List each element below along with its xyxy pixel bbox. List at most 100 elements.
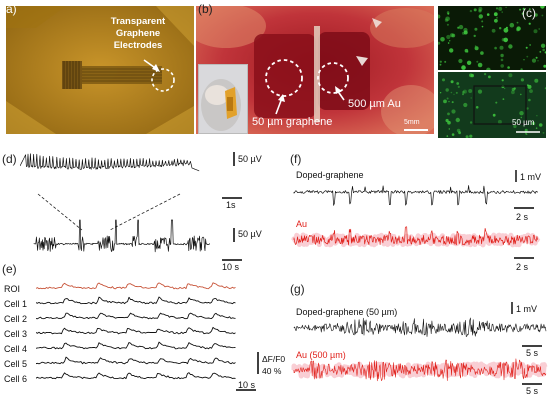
panel-c-bottom-cell [520, 93, 522, 96]
panel-b-inset-photo [198, 64, 248, 134]
panel-c-top-cell [469, 9, 473, 13]
panel-c-bottom-cell [497, 119, 502, 124]
panel-c-top-cell [523, 59, 525, 61]
panel-c-bottom-cell [542, 132, 545, 134]
panel-b-au-circle [317, 62, 349, 94]
panel-c-top-cell [503, 37, 508, 43]
panel-c-top-cell [481, 25, 484, 28]
panel-e-trace-3 [36, 326, 236, 335]
panel-c-top-cell [473, 8, 477, 12]
panel-c-bottom-cell [526, 133, 528, 136]
panel-c-top-cell [508, 44, 513, 49]
panel-c-bottom-cell [446, 97, 449, 100]
panel-c-top-cell [481, 20, 484, 23]
panel-c-top-cell [446, 23, 449, 26]
panel-c-top-cell [494, 18, 498, 23]
panel-f-scale-t-top: 2 s [516, 212, 529, 222]
panel-c-top-cell [505, 26, 508, 29]
panel-c-bottom-cell [508, 73, 513, 78]
panel-e-trace-5 [36, 356, 236, 365]
panel-g-bottom-label: Au (500 µm) [296, 350, 346, 360]
panel-c-top-cell [473, 34, 476, 38]
panel-c-bottom-cell [538, 123, 543, 127]
panel-c-top-cell [486, 13, 490, 16]
panel-e-row-cell4: Cell 4 [4, 344, 28, 354]
panel-c-top-cell [480, 51, 484, 55]
panel-c-top-cell [501, 11, 503, 13]
panel-e-trace-1 [36, 296, 236, 305]
panel-c-bottom-cell [462, 93, 464, 96]
panel-c-top-cell [535, 56, 538, 59]
panel-c-bottom-cell [470, 73, 474, 78]
panel-c-top-cell [446, 34, 451, 40]
panel-c-top-cell [439, 60, 442, 63]
panel-c-bottom-cell [534, 78, 539, 83]
panel-c-bottom-cell [445, 118, 449, 123]
panel-c-bottom-cell [468, 89, 473, 93]
panel-c-bottom-cell [536, 115, 538, 117]
panel-c-top-cell [495, 7, 499, 10]
panel-c-bottom-cell [484, 73, 487, 76]
panel-c-top-cell [528, 22, 531, 25]
panel-e-row-cell3: Cell 3 [4, 329, 28, 339]
panel-e-trace-0 [36, 282, 236, 290]
panel-c-bottom-cell [458, 131, 461, 135]
panel-f-traces [291, 170, 541, 259]
panel-e-scale-t-label: 10 s [238, 380, 256, 390]
panel-c-bottom-cell [453, 93, 455, 95]
panel-g-label: (g) [290, 282, 305, 296]
panel-g-top-trace [293, 317, 547, 337]
panel-c-top-cell [496, 16, 498, 19]
panel-c-top-cell [516, 21, 519, 24]
panel-e-trace-6 [36, 372, 236, 380]
panel-e-label: (e) [2, 262, 17, 276]
panel-c-top-cell [451, 33, 456, 38]
panel-a-label: (a) [2, 2, 17, 16]
panel-b-label-left: 50 µm graphene [252, 116, 333, 128]
panel-c-top-cell [533, 29, 538, 34]
panel-f-top-label: Doped-graphene [296, 170, 364, 180]
panel-c-top-cell [447, 12, 450, 15]
panel-c-top-cell [458, 58, 463, 64]
panel-c-bottom-cell [513, 124, 517, 129]
panel-b-photo: 50 µm graphene 500 µm Au 5mm [196, 6, 434, 134]
panel-c-bottom-cell [451, 109, 456, 114]
panel-c-top-cell [540, 6, 545, 9]
panel-b-scalebar-text: 5mm [404, 119, 420, 126]
panel-c-top-cell [478, 9, 482, 13]
panel-c-bottom-cell [457, 85, 460, 88]
panel-c-top-cell [476, 60, 479, 63]
panel-c-bottom-cell [439, 92, 442, 94]
panel-c-bottom-cell [469, 134, 473, 138]
panel-c-bottom-cell [527, 84, 532, 89]
panel-c-bottom-cell [520, 116, 522, 119]
panel-c-top-cell [509, 22, 515, 28]
panel-c-top-cell [520, 68, 523, 70]
panel-c-roi-box [473, 85, 527, 125]
panel-a-photo: Transparent Graphene Electrodes [6, 6, 194, 134]
panel-e-row-cell1: Cell 1 [4, 299, 28, 309]
panel-e-row-cell5: Cell 5 [4, 359, 28, 369]
panel-d-scale-top-v: 50 µV [238, 154, 262, 164]
panel-a-device-drawing [6, 6, 194, 134]
panel-c-bottom-cell [448, 100, 450, 103]
panel-c-top-cell [449, 48, 454, 53]
panel-c-bottom-fluorescence [439, 73, 546, 138]
panel-c-bottom-cell [447, 120, 451, 125]
panel-c-top-cell [544, 51, 546, 54]
panel-c-top-cell [543, 64, 546, 68]
panel-c-top-cell [499, 45, 504, 50]
panel-c-bottom-cell [450, 80, 454, 84]
panel-c-top-cell [522, 7, 525, 10]
panel-c-bottom-cell [519, 111, 524, 116]
panel-g-scale-t-bottom: 5 s [526, 386, 539, 396]
panel-d-top-trace [20, 153, 200, 172]
panel-c-bottom-cell [456, 82, 460, 85]
panel-e-row-cell6: Cell 6 [4, 374, 28, 384]
panel-g-scale-v: 1 mV [516, 304, 538, 314]
panel-c-top-cell [438, 14, 441, 19]
panel-c-bottom-cell [529, 89, 533, 93]
panel-f-label: (f) [290, 152, 302, 166]
panel-g-traces [291, 302, 548, 385]
panel-c-bottom-cell [495, 101, 498, 104]
